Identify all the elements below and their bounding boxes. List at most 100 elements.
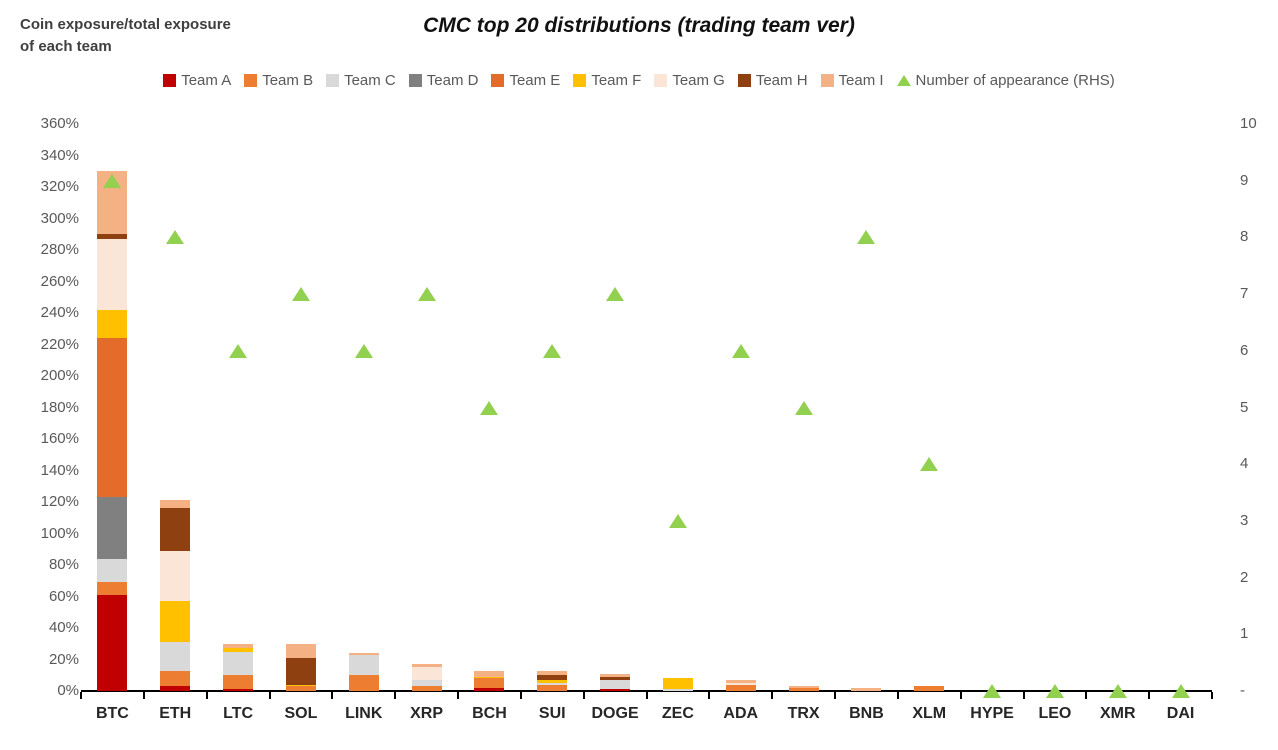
legend-swatch-icon: [163, 74, 177, 87]
bar-segment-LINK-team-i: [348, 653, 379, 655]
appearance-marker-ETH: [166, 230, 185, 245]
bar-segment-BTC-team-c: [97, 558, 128, 583]
appearance-marker-SUI: [543, 343, 562, 358]
x-axis-tick-mark: [268, 692, 271, 699]
right-axis-tick-label: 5: [1240, 398, 1249, 416]
left-axis-tick-label: 160%: [40, 430, 79, 447]
legend-label: Team A: [181, 72, 232, 89]
bar-segment-BTC-team-a: [97, 594, 128, 691]
x-axis-tick-mark: [771, 692, 774, 699]
appearance-marker-DAI: [1171, 684, 1190, 698]
x-axis-label-XMR: XMR: [1099, 705, 1136, 722]
right-axis-tick-label: 1: [1240, 625, 1249, 643]
bar-segment-ADA-team-i: [725, 679, 756, 684]
left-axis-tick-label: 240%: [40, 304, 79, 321]
legend-label: Team I: [838, 72, 884, 89]
legend-item-team-a: Team A: [163, 72, 231, 89]
bar-segment-BTC-team-d: [97, 497, 128, 559]
bar-segment-DOGE-team-c: [600, 679, 631, 690]
right-axis-tick-label: 4: [1240, 455, 1249, 473]
appearance-marker-DOGE: [606, 287, 625, 302]
chart-title: CMC top 20 distributions (trading team v…: [423, 14, 855, 37]
bar-segment-BTC-team-e: [97, 338, 128, 498]
bar-segment-DOGE-team-i: [600, 673, 631, 677]
legend-item-team-i: Team I: [820, 72, 884, 89]
left-axis-tick-label: 120%: [40, 493, 79, 510]
x-axis-label-BNB: BNB: [849, 705, 884, 722]
x-axis-tick-mark: [959, 692, 962, 699]
left-axis-title-line1: Coin exposure/total exposure: [20, 16, 231, 33]
right-axis-tick-label: -: [1240, 682, 1245, 699]
appearance-marker-BCH: [480, 400, 499, 415]
right-axis-tick-label: 10: [1240, 115, 1257, 132]
appearance-marker-HYPE: [983, 684, 1002, 698]
bar-segment-SOL-team-h: [285, 657, 316, 685]
appearance-marker-LTC: [229, 343, 248, 358]
x-axis-tick-mark: [142, 692, 145, 699]
right-axis-tick-label: 2: [1240, 568, 1249, 586]
left-axis-tick-label: 140%: [40, 461, 79, 479]
x-axis-label-ETH: ETH: [159, 705, 192, 722]
x-axis-label-BTC: BTC: [95, 705, 129, 722]
left-axis-tick-label: 100%: [40, 524, 79, 542]
legend-item-number-of-appearance-rhs-: Number of appearance (RHS): [896, 72, 1115, 89]
legend-label: Team F: [591, 72, 642, 89]
bar-segment-ZEC-team-c: [662, 689, 693, 691]
left-axis-tick-label: 80%: [48, 556, 79, 573]
bar-segment-TRX-team-i: [788, 686, 819, 688]
x-axis-label-DOGE: DOGE: [591, 705, 639, 722]
left-axis-tick-label: 180%: [40, 398, 79, 416]
x-axis-tick-mark: [708, 692, 711, 699]
bar-segment-BCH-team-i: [474, 670, 505, 677]
bar-segment-SOL-team-f: [285, 684, 316, 687]
appearance-marker-ADA: [731, 343, 750, 358]
bar-segment-ZEC-team-f: [662, 678, 693, 690]
legend-swatch-icon: [820, 74, 834, 87]
bar-segment-DOGE-team-h: [600, 676, 631, 680]
left-axis-tick-label: 220%: [40, 335, 79, 353]
bar-segment-LTC-team-f: [223, 648, 254, 652]
appearance-marker-XMR: [1108, 684, 1127, 698]
left-axis-title: Coin exposure/total exposure of each tea…: [20, 14, 231, 58]
left-axis-tick-label: 20%: [48, 650, 79, 668]
bar-segment-SUI-team-b: [537, 684, 568, 691]
legend-label: Team C: [344, 72, 396, 89]
bar-segment-BTC-team-g: [97, 238, 128, 310]
appearance-marker-ZEC: [668, 513, 687, 528]
legend-item-team-g: Team G: [654, 72, 725, 89]
bar-segment-SOL-team-b: [285, 686, 316, 691]
x-axis-tick-mark: [1085, 692, 1088, 699]
bar-segment-LTC-team-c: [223, 651, 254, 676]
bar-segment-TRX-team-b: [788, 687, 819, 691]
x-axis-label-BCH: BCH: [472, 705, 507, 722]
legend-item-team-d: Team D: [408, 72, 478, 89]
bar-segment-ETH-team-a: [160, 686, 191, 691]
right-axis-tick-label: 9: [1240, 171, 1249, 189]
legend-swatch-icon: [573, 74, 587, 87]
x-axis-label-HYPE: HYPE: [970, 705, 1014, 722]
bar-segment-ETH-team-c: [160, 642, 191, 671]
x-axis-tick-mark: [80, 692, 82, 699]
x-axis-tick-mark: [834, 692, 836, 699]
appearance-marker-TRX: [794, 400, 813, 415]
legend-swatch-icon: [737, 74, 751, 87]
appearance-marker-BTC: [103, 173, 122, 188]
bar-segment-ETH-team-g: [160, 550, 191, 602]
bar-segment-BNB-team-i: [851, 687, 882, 691]
legend-label: Team G: [672, 72, 725, 89]
left-axis-tick-label: 340%: [40, 146, 79, 164]
bar-segment-BCH-team-a: [474, 687, 505, 691]
legend-item-team-e: Team E: [491, 72, 560, 89]
x-axis-label-LEO: LEO: [1038, 705, 1072, 722]
bar-segment-LINK-team-c: [348, 654, 379, 676]
legend-label: Team E: [509, 72, 561, 89]
bar-segment-LTC-team-b: [223, 675, 254, 690]
legend-label: Team B: [262, 72, 314, 89]
x-axis-label-ZEC: ZEC: [661, 705, 694, 722]
legend-item-team-h: Team H: [737, 72, 808, 89]
x-axis-line: [81, 690, 1212, 692]
legend-swatch-icon: [491, 74, 505, 87]
x-axis-label-ADA: ADA: [723, 705, 759, 722]
left-axis-tick-label: 280%: [40, 241, 79, 258]
x-axis-label-SOL: SOL: [284, 705, 318, 722]
